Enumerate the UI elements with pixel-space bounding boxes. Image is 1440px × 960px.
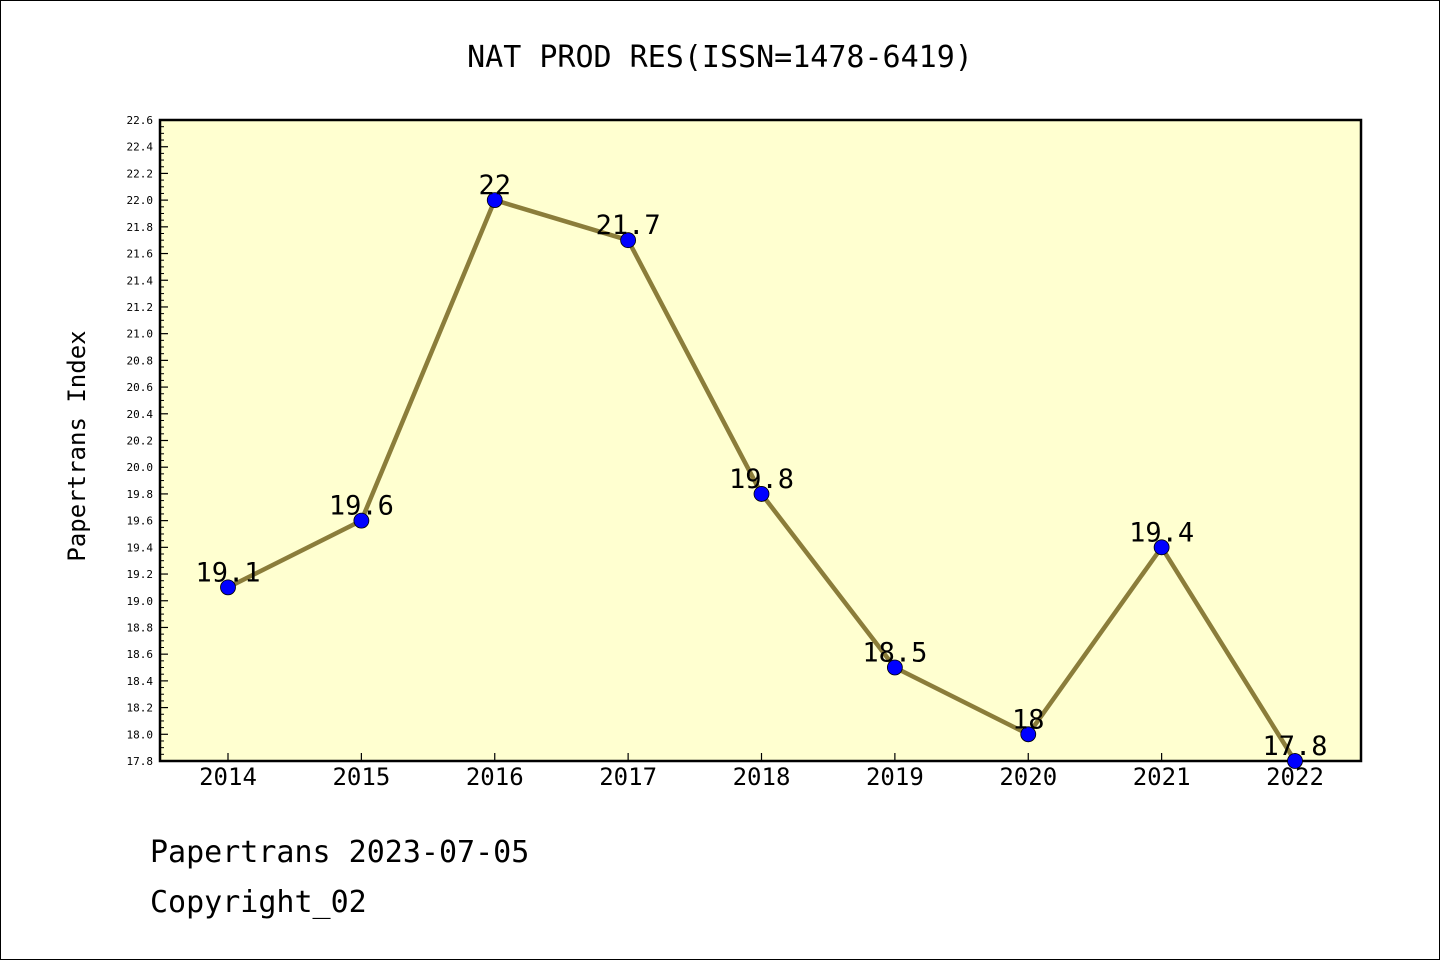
y-tick-label: 19.0 — [127, 595, 154, 608]
data-label: 17.8 — [1262, 731, 1327, 762]
y-tick-label: 19.6 — [127, 515, 154, 528]
data-point — [486, 192, 503, 209]
data-label: 19.8 — [729, 464, 794, 495]
y-tick-label: 22.0 — [127, 194, 154, 207]
y-tick-label: 20.8 — [127, 354, 154, 367]
y-tick-label: 18.4 — [127, 675, 154, 688]
data-point — [1153, 539, 1170, 556]
y-tick-label: 18.6 — [127, 648, 154, 661]
y-tick-label: 18.0 — [127, 728, 154, 741]
data-label: 19.6 — [329, 491, 394, 522]
y-tick-label: 20.6 — [127, 381, 154, 394]
y-tick-label: 21.0 — [127, 328, 154, 341]
x-axis-ticks: 2014 2015 2016 2017 2018 2019 2020 2021 2022 — [199, 753, 1324, 791]
data-point — [753, 486, 770, 502]
data-point — [353, 512, 370, 529]
y-tick-label: 19.8 — [127, 488, 154, 501]
y-tick-label: 20.2 — [127, 435, 154, 448]
footer-source-date: Papertrans 2023-07-05 — [150, 835, 530, 870]
x-tick-label: 2021 — [1133, 763, 1191, 791]
y-tick-label: 18.8 — [127, 621, 154, 634]
x-tick-label: 2014 — [199, 763, 257, 791]
data-label: 19.4 — [1129, 517, 1194, 548]
y-tick-label: 18.2 — [127, 702, 154, 715]
data-point — [620, 232, 637, 249]
data-label: 19.1 — [195, 557, 260, 588]
y-tick-label: 21.8 — [127, 221, 154, 234]
data-point — [220, 579, 236, 596]
data-label: 21.7 — [596, 210, 661, 241]
x-tick-label: 2018 — [733, 763, 791, 791]
data-point — [1287, 753, 1303, 769]
data-point — [886, 659, 903, 676]
y-tick-label: 22.2 — [127, 167, 154, 180]
y-tick-label: 21.2 — [127, 301, 154, 314]
y-tick-label: 19.4 — [127, 541, 154, 554]
y-tick-label: 21.4 — [127, 274, 154, 287]
y-tick-label: 17.8 — [127, 755, 154, 768]
footer-copyright: Copyright_02 — [150, 885, 367, 920]
series-layer: 19.1 19.6 22 21.7 19.8 18.5 18 19.4 17.8 — [195, 170, 1328, 769]
data-label: 18.5 — [862, 638, 927, 669]
y-tick-label: 21.6 — [127, 248, 154, 261]
y-tick-label: 19.2 — [127, 568, 154, 581]
x-tick-label: 2015 — [332, 763, 390, 791]
x-tick-label: 2020 — [999, 763, 1057, 791]
data-label: 22 — [478, 170, 511, 201]
chart-title: NAT PROD RES(ISSN=1478-6419) — [467, 40, 973, 75]
x-tick-label: 2017 — [599, 763, 657, 791]
data-point — [1020, 726, 1037, 743]
y-tick-label: 20.4 — [127, 408, 154, 421]
y-axis-ticks: 17.8 18.0 18.2 18.4 18.6 18.8 19.0 19.2 19.4 19.6… — [127, 114, 168, 768]
y-tick-label: 22.4 — [127, 141, 154, 154]
y-tick-label: 22.6 — [127, 114, 154, 127]
data-label: 18 — [1012, 704, 1045, 735]
y-axis-label: Papertrans Index — [63, 330, 91, 561]
x-tick-label: 2019 — [866, 763, 924, 791]
y-tick-label: 20.0 — [127, 461, 154, 474]
plot-area — [158, 118, 1363, 763]
x-tick-label: 2016 — [466, 763, 524, 791]
